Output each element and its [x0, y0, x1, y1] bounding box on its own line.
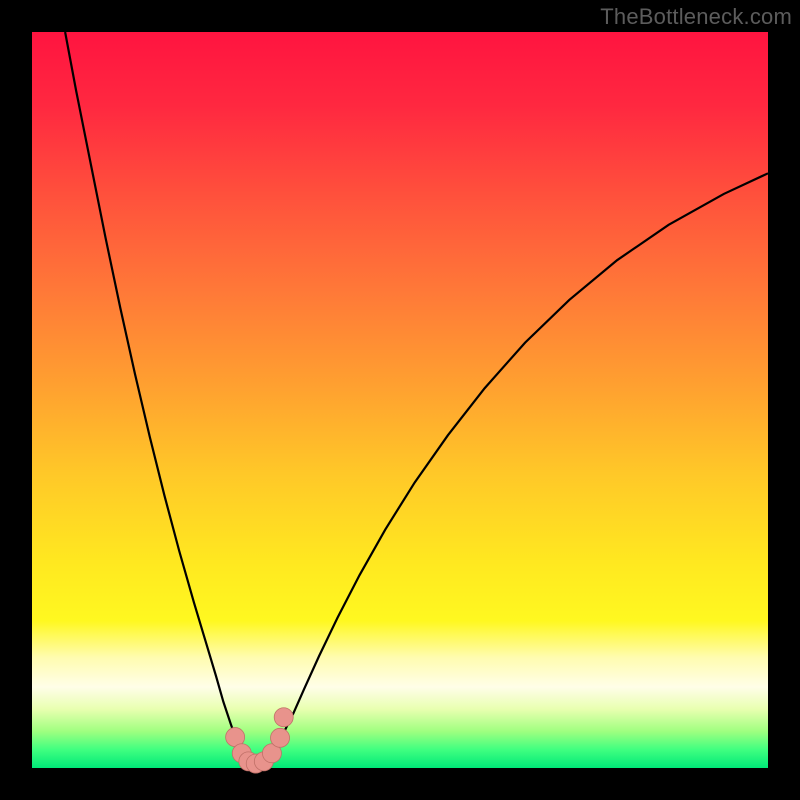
- chart-svg: [32, 32, 768, 768]
- marker-point: [274, 708, 293, 727]
- marker-group: [226, 708, 294, 773]
- plot-area: [32, 32, 768, 768]
- marker-point: [271, 728, 290, 747]
- left-curve: [65, 32, 254, 765]
- watermark-text: TheBottleneck.com: [600, 4, 792, 30]
- chart-frame: TheBottleneck.com: [0, 0, 800, 800]
- right-curve: [254, 173, 768, 765]
